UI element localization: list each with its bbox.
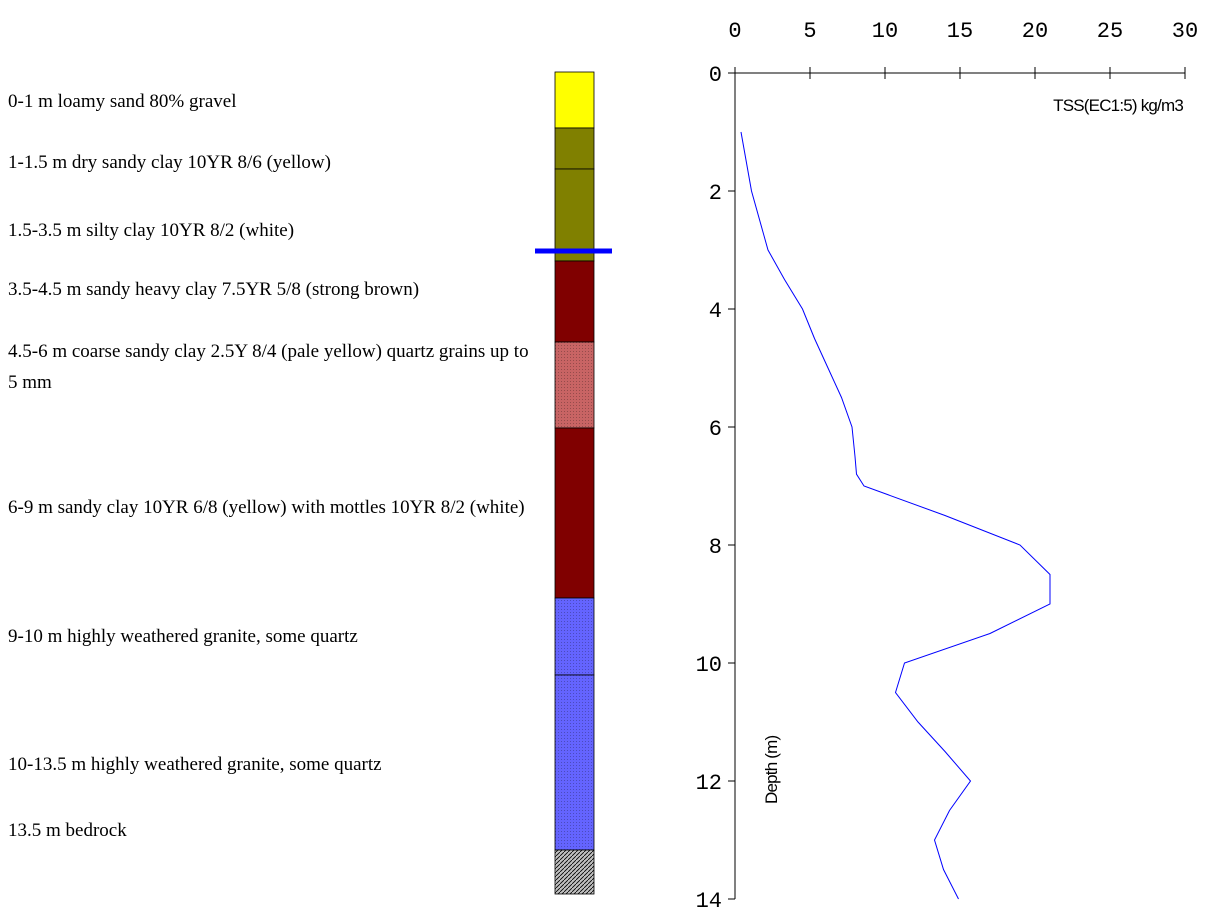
soil-pattern [555, 598, 594, 675]
layer-label: 4.5-6 m coarse sandy clay 2.5Y 8/4 (pale… [8, 336, 538, 398]
layer-label: 1-1.5 m dry sandy clay 10YR 8/6 (yellow) [8, 147, 538, 178]
soil-layer [555, 72, 594, 128]
data-line [741, 132, 1050, 899]
y-tick-label: 12 [696, 771, 722, 796]
layer-label: 10-13.5 m highly weathered granite, some… [8, 749, 538, 780]
x-tick-label: 5 [803, 19, 816, 44]
y-tick-label: 6 [709, 417, 722, 442]
y-tick-label: 14 [696, 889, 722, 914]
x-tick-label: 25 [1097, 19, 1123, 44]
soil-pattern [555, 850, 594, 894]
soil-pattern [555, 342, 594, 428]
legend-label: TSS(EC1:5) kg/m3 [1053, 96, 1183, 115]
layer-label: 13.5 m bedrock [8, 815, 538, 846]
x-tick-label: 15 [947, 19, 973, 44]
y-tick-label: 0 [709, 63, 722, 88]
soil-layer [555, 261, 594, 342]
layer-label: 9-10 m highly weathered granite, some qu… [8, 621, 538, 652]
soil-layer [555, 128, 594, 169]
page: 0 5 10 15 20 25 30 0 2 4 6 8 10 12 14 Depth (m) TSS(EC1:… [0, 0, 1210, 916]
layer-label: 6-9 m sandy clay 10YR 6/8 (yellow) with … [8, 492, 538, 523]
y-tick-label: 10 [696, 653, 722, 678]
x-tick-label: 10 [872, 19, 898, 44]
x-tick-label: 30 [1172, 19, 1198, 44]
y-tick-label: 8 [709, 535, 722, 560]
layer-label: 3.5-4.5 m sandy heavy clay 7.5YR 5/8 (st… [8, 274, 538, 305]
y-axis-label: Depth (m) [762, 735, 781, 804]
soil-layer [555, 428, 594, 598]
layer-label: 1.5-3.5 m silty clay 10YR 8/2 (white) [8, 215, 538, 246]
x-tick-label: 20 [1022, 19, 1048, 44]
soil-layer [555, 169, 594, 261]
layer-label: 0-1 m loamy sand 80% gravel [8, 86, 538, 117]
y-tick-label: 2 [709, 181, 722, 206]
y-tick-label: 4 [709, 299, 722, 324]
soil-pattern [555, 675, 594, 850]
x-tick-label: 0 [728, 19, 741, 44]
